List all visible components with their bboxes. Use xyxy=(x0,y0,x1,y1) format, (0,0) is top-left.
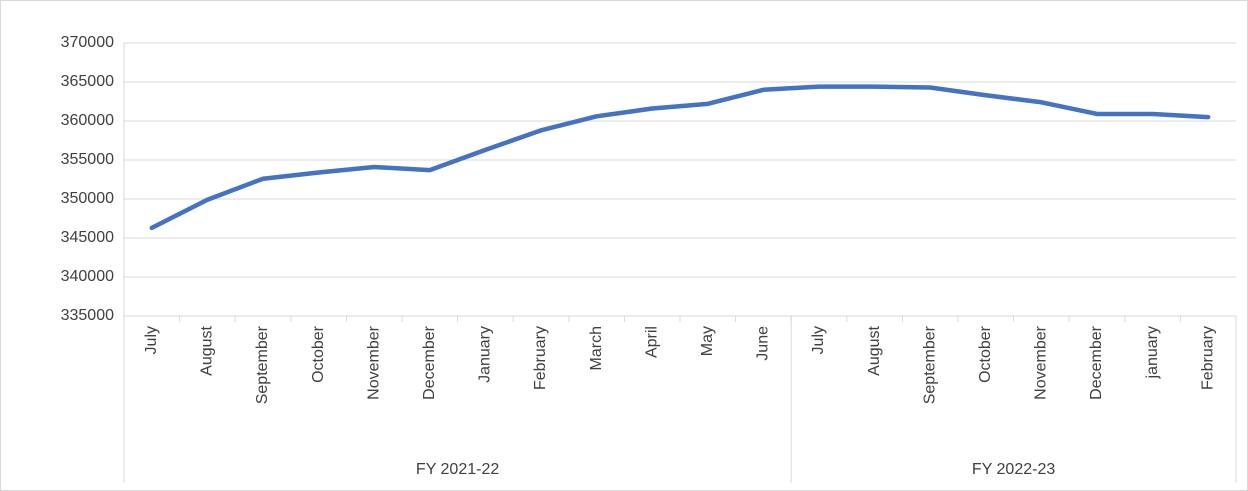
y-tick-label: 370000 xyxy=(61,34,114,51)
x-tick-label: April xyxy=(643,326,660,358)
y-tick-label: 350000 xyxy=(61,190,114,207)
x-tick-label: July xyxy=(143,326,160,354)
x-tick-label: August xyxy=(199,325,216,375)
x-tick-label: March xyxy=(588,326,605,370)
x-tick-label: November xyxy=(1033,325,1050,399)
y-tick-label: 360000 xyxy=(61,112,114,129)
x-tick-label: january xyxy=(1144,326,1161,379)
x-tick-label: September xyxy=(254,325,271,404)
y-tick-label: 355000 xyxy=(61,151,114,168)
x-tick-label: August xyxy=(866,325,883,375)
x-tick-label: September xyxy=(921,325,938,404)
group-label: FY 2021-22 xyxy=(416,461,499,478)
x-tick-label: October xyxy=(310,325,327,383)
x-tick-label: July xyxy=(810,326,827,354)
line-series xyxy=(149,84,1211,231)
group-label: FY 2022-23 xyxy=(972,461,1055,478)
y-tick-label: 365000 xyxy=(61,73,114,90)
y-tick-label: 335000 xyxy=(61,307,114,324)
x-tick-label: January xyxy=(477,326,494,383)
x-tick-label: December xyxy=(421,325,438,399)
x-tick-label: June xyxy=(755,326,772,361)
y-tick-label: 340000 xyxy=(61,268,114,285)
x-tick-label: February xyxy=(1199,326,1216,390)
x-tick-label: May xyxy=(699,326,716,356)
x-tick-label: November xyxy=(365,325,382,399)
x-tick-label: October xyxy=(977,325,994,383)
x-tick-label: February xyxy=(532,326,549,390)
x-tick-label: December xyxy=(1088,325,1105,399)
y-tick-label: 345000 xyxy=(61,229,114,246)
